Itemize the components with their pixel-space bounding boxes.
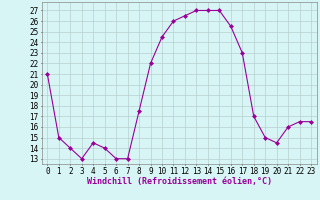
X-axis label: Windchill (Refroidissement éolien,°C): Windchill (Refroidissement éolien,°C) xyxy=(87,177,272,186)
